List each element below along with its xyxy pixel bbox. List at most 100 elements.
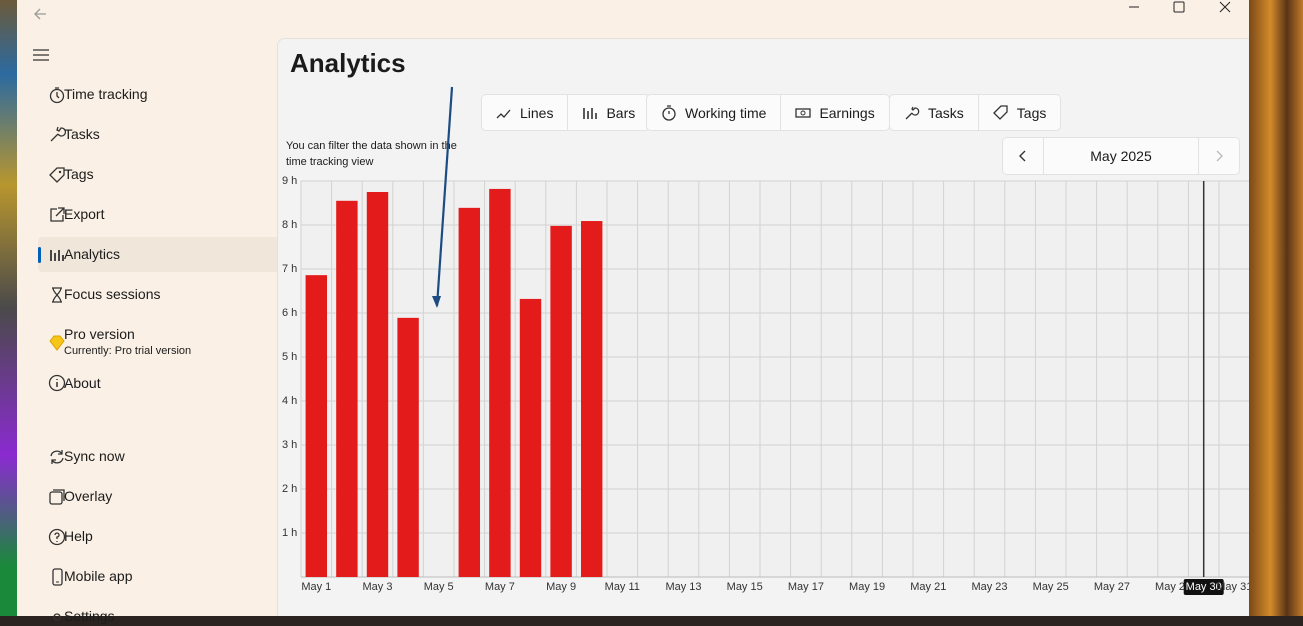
pro-title: Pro version: [64, 326, 135, 342]
menu-button[interactable]: [33, 48, 49, 62]
button-group: Lines Bars: [481, 94, 651, 131]
close-button[interactable]: [1219, 1, 1231, 13]
nav-item[interactable]: About: [64, 375, 101, 391]
nav-item[interactable]: Focus sessions: [64, 286, 161, 302]
x-tick-label: May 3: [363, 581, 393, 593]
chart: 1 h 2 h 3 h 4 h 5 h 6 h 7 h 8 h 9 h May 1 May 3 May…: [282, 175, 1249, 595]
toolbar-button[interactable]: Working time: [647, 95, 782, 130]
nav-item[interactable]: Overlay: [64, 488, 113, 504]
crosshair-label-bg: [1183, 579, 1224, 595]
nav-selected-indicator: [38, 247, 41, 263]
nav-item[interactable]: Export: [64, 206, 105, 222]
nav-icon: [52, 568, 63, 586]
nav-icon: [50, 207, 65, 222]
about-icon: [48, 374, 66, 392]
y-tick-label: 3 h: [282, 439, 297, 451]
nav-item[interactable]: Tasks: [64, 126, 100, 142]
button-label: Lines: [520, 104, 554, 121]
x-tick-label: May 25: [1033, 581, 1069, 593]
x-tick-label: May 15: [727, 581, 763, 593]
bar: [397, 317, 419, 577]
button-label: Bars: [606, 104, 636, 121]
button-icon: [583, 107, 598, 119]
button-icon: [496, 109, 511, 118]
x-tick-label: May 19: [849, 581, 885, 593]
nav-icon: [50, 126, 66, 142]
x-tick-label: May 5: [424, 581, 454, 593]
button-group: Tasks Tags: [889, 94, 1062, 131]
x-tick-label: May 23: [971, 581, 1007, 593]
plot-area: [301, 181, 1249, 577]
month-navigator: May 2025: [1002, 137, 1240, 175]
toolbar-button[interactable]: Lines: [482, 95, 569, 130]
x-tick-label: May 7: [485, 581, 515, 593]
next-month[interactable]: [1198, 138, 1239, 174]
bar: [489, 188, 511, 578]
bar: [366, 192, 389, 577]
page-title: Analytics: [290, 48, 406, 78]
y-tick-label: 8 h: [282, 219, 297, 231]
button-icon: [795, 107, 812, 118]
toolbar-button[interactable]: Tags: [979, 95, 1061, 130]
desktop-right: [1249, 0, 1303, 616]
bar: [305, 275, 328, 577]
toolbar-button[interactable]: Bars: [568, 95, 649, 130]
y-tick-label: 2 h: [282, 483, 297, 495]
pro-icon: [49, 335, 65, 351]
nav-item[interactable]: Tags: [64, 166, 94, 182]
button-icon: [992, 104, 1008, 120]
minimize-button[interactable]: [1127, 2, 1141, 12]
y-tick-label: 5 h: [282, 351, 297, 363]
crosshair-label: May 30: [1186, 581, 1222, 593]
nav-icon: [48, 528, 66, 546]
x-tick-label: May 13: [665, 581, 701, 593]
x-tick-label: May 27: [1094, 581, 1130, 593]
button-label: Earnings: [819, 104, 875, 121]
back-button[interactable]: [33, 7, 47, 21]
nav-item[interactable]: Pro version Currently: Pro trial version: [64, 326, 191, 357]
bar: [336, 200, 358, 578]
nav-icon: [50, 250, 64, 261]
button-icon: [662, 104, 676, 121]
x-tick-label: May 9: [546, 581, 576, 593]
nav-icon: [49, 87, 65, 104]
maximize-button[interactable]: [1173, 1, 1185, 13]
nav-item[interactable]: Help: [64, 528, 93, 544]
button-group: Working time Earnings: [646, 94, 890, 131]
nav-icon: [49, 167, 65, 183]
desktop-left: [0, 0, 17, 616]
x-tick-label: May 17: [788, 581, 824, 593]
toolbar-button[interactable]: Earnings: [781, 95, 888, 130]
bar: [458, 207, 481, 577]
bar: [519, 298, 542, 577]
x-tick-label: May 29: [1155, 581, 1191, 593]
nav-item[interactable]: Sync now: [64, 448, 125, 464]
nav-item[interactable]: Time tracking: [64, 86, 148, 102]
button-icon: [905, 106, 920, 119]
nav-item[interactable]: Analytics: [64, 246, 121, 262]
x-tick-label: May 21: [910, 581, 946, 593]
nav-item[interactable]: Settings: [64, 608, 115, 624]
nav-icon: [52, 287, 62, 303]
prev-month[interactable]: [1003, 138, 1044, 174]
nav-icon: [50, 450, 64, 464]
nav-icon: [53, 613, 61, 621]
x-tick-label: May 31: [1216, 581, 1249, 593]
nav-icon: [49, 489, 65, 505]
y-tick-label: 1 h: [282, 527, 297, 539]
nav-selected-bg: [38, 237, 291, 272]
month-label: May 2025: [1090, 148, 1152, 164]
y-tick-label: 7 h: [282, 263, 297, 275]
button-label: Tags: [1016, 104, 1047, 121]
x-tick-label: May 1: [301, 581, 331, 593]
bar: [550, 225, 572, 577]
nav-item[interactable]: Mobile app: [64, 568, 133, 584]
button-label: Tasks: [928, 104, 964, 121]
y-tick-label: 6 h: [282, 307, 297, 319]
toolbar-button[interactable]: Tasks: [890, 95, 979, 130]
x-tick-label: May 11: [605, 581, 640, 593]
bar: [580, 221, 603, 577]
y-tick-label: 9 h: [282, 175, 297, 187]
y-tick-label: 4 h: [282, 395, 297, 407]
